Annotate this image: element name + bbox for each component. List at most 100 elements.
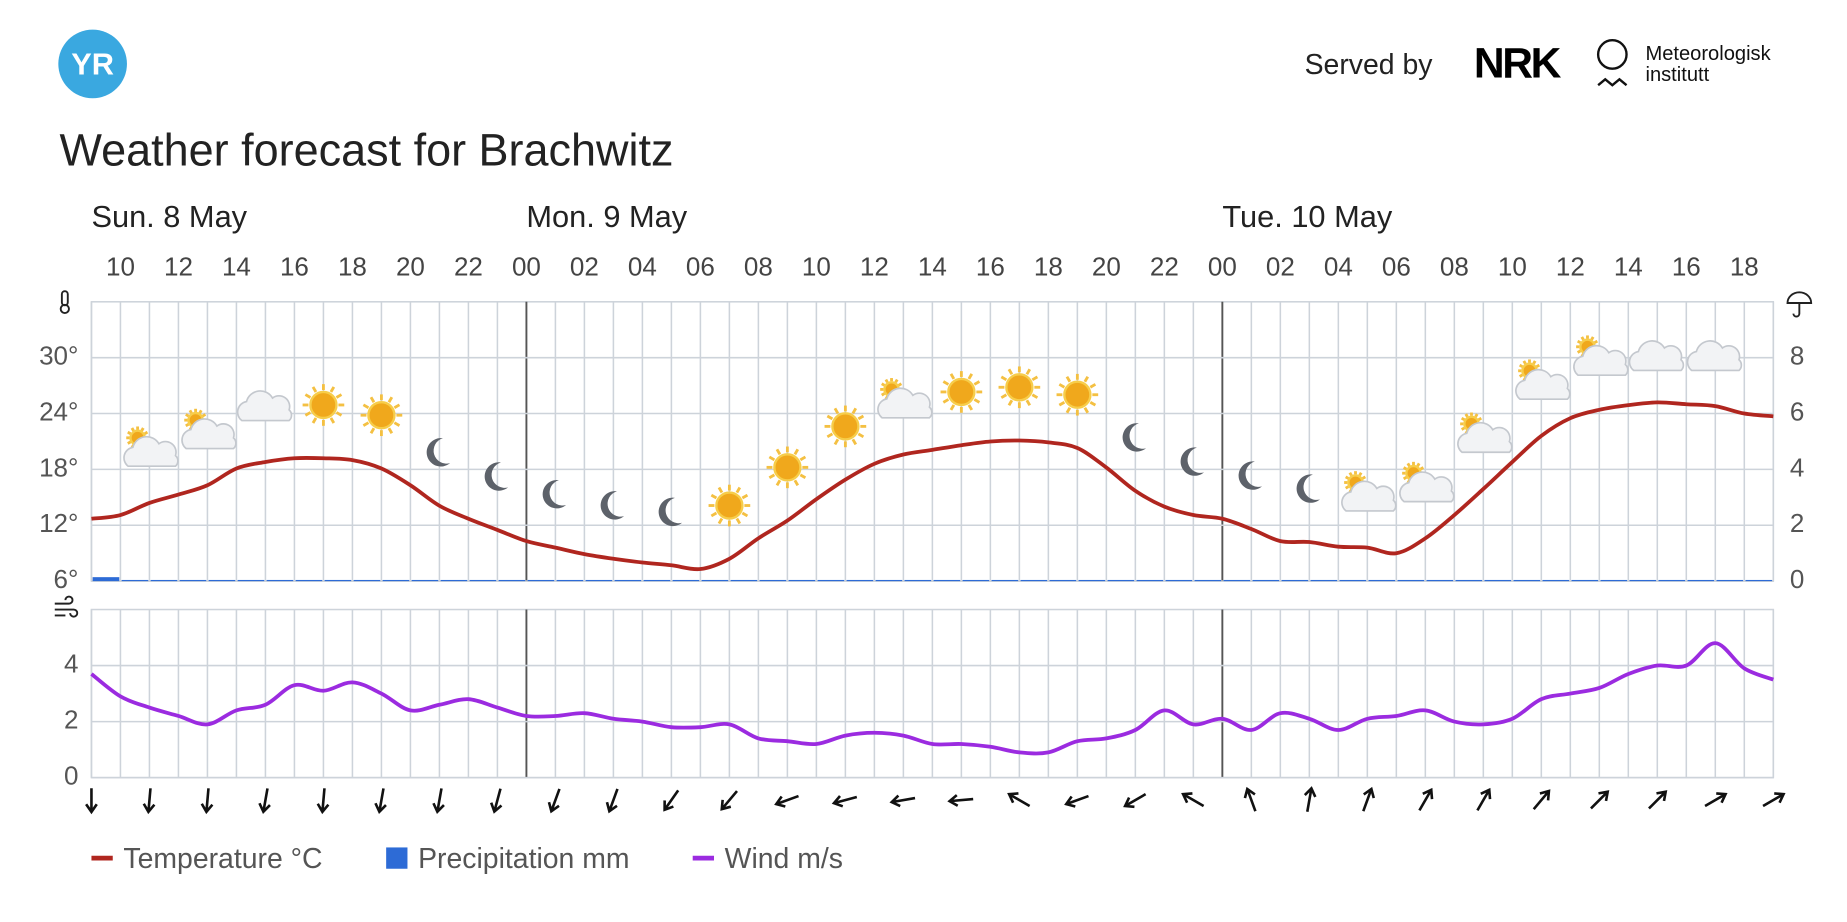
wind-arrow [1303, 786, 1317, 812]
weather-symbol [1056, 373, 1099, 416]
sun-ray [335, 393, 343, 399]
legend-label: Wind m/s [725, 843, 843, 875]
sun-ray [369, 427, 376, 434]
weather-symbol [1628, 340, 1685, 372]
sun-ray [1025, 399, 1032, 407]
sun-ray [140, 427, 145, 432]
sun-ray [897, 382, 903, 387]
sun-ray [304, 393, 312, 399]
sun-ray [127, 430, 132, 435]
precipitation-bar [92, 577, 120, 582]
x-tick-label: 20 [396, 252, 425, 282]
precipitation-bar [759, 579, 787, 582]
wind-arrow [142, 788, 156, 815]
weather-symbol [1238, 461, 1263, 490]
sun-ray [880, 392, 886, 397]
cloud [123, 435, 179, 468]
weather-symbol [123, 426, 179, 468]
sun-ray [833, 438, 840, 446]
sun-ray [393, 421, 401, 427]
sun-ray [880, 382, 886, 387]
precipitation-bar [295, 579, 323, 582]
met-name: institutt [1645, 64, 1709, 86]
cloud [181, 418, 237, 450]
precipitation-bar [1397, 579, 1425, 582]
weather-symbol [658, 497, 683, 527]
sun-ray [833, 407, 840, 415]
sun-ray [1402, 466, 1408, 471]
precipitation-bar [1078, 579, 1106, 582]
sun-ray [130, 427, 135, 432]
wind-arrow [1123, 793, 1147, 809]
sun-ray [387, 427, 394, 434]
x-tick-label: 18 [338, 252, 367, 282]
precipitation-bar [121, 579, 149, 582]
precipitation-bar [643, 579, 671, 582]
sun-ray [1590, 336, 1595, 341]
sun-disc [1063, 380, 1092, 409]
sun-ray [741, 493, 749, 500]
y-tick-label: 30° [39, 341, 78, 371]
precipitation-bar [150, 579, 178, 582]
wind-arrow [774, 794, 799, 808]
precipitation-bar [237, 579, 265, 582]
cloud [1341, 480, 1397, 512]
precipitation-bar [846, 579, 874, 582]
sun-ray [1065, 406, 1072, 414]
precipitation-bar [1687, 579, 1715, 582]
wind-arrow [1532, 789, 1551, 810]
sun-ray [741, 511, 749, 518]
thermometer-icon [59, 290, 70, 315]
yr-logo-text: YR [71, 46, 114, 81]
sun-ray [884, 378, 889, 384]
wind-arrow [720, 790, 738, 811]
sun-ray [768, 473, 776, 479]
wind-arrow [316, 788, 330, 815]
sun-ray [1477, 416, 1483, 422]
y2-tick-label: 6 [1790, 396, 1804, 426]
x-tick-label: 00 [1208, 252, 1237, 282]
temperature-line [91, 400, 1774, 572]
wind-arrow [258, 788, 271, 815]
sun-disc [367, 401, 396, 430]
sun-ray [1460, 416, 1466, 422]
precipitation-bar [1020, 579, 1048, 582]
weather-symbol [998, 366, 1041, 409]
sun-ray [799, 455, 807, 462]
sun-ray [1089, 383, 1097, 389]
sun-ray [329, 417, 336, 424]
sun-ray [1593, 339, 1599, 344]
cloud [1515, 368, 1571, 401]
weather-symbol [940, 371, 983, 413]
sun-disc [773, 453, 802, 482]
wind-arrow [605, 788, 619, 814]
x-tick-label: 16 [1672, 252, 1701, 282]
precipitation-bar [1542, 579, 1570, 582]
precipitation-bar [1049, 579, 1077, 582]
sun-ray [1580, 336, 1585, 341]
nrk-logo[interactable]: NRK [1474, 40, 1564, 88]
x-tick-label: 14 [1614, 252, 1643, 282]
wind-arrow [200, 788, 214, 815]
x-tick-label: 00 [512, 252, 541, 282]
yr-logo[interactable] [58, 29, 127, 99]
sun-ray [768, 455, 776, 462]
weather-symbol [1122, 423, 1147, 452]
x-tick-label: 02 [1266, 252, 1295, 282]
sun-ray [1532, 360, 1537, 365]
sun-ray [362, 421, 370, 427]
x-tick-label: 22 [1150, 252, 1179, 282]
precipitation-bar [324, 579, 352, 582]
precipitation-bar [1107, 579, 1135, 582]
weather-symbol [426, 438, 451, 467]
moon [600, 491, 625, 520]
sun-ray [717, 517, 724, 525]
x-tick-label: 10 [802, 252, 831, 282]
precipitation-bar [1455, 579, 1483, 582]
wind-tick-label: 0 [64, 760, 78, 790]
weather-symbol [1296, 474, 1320, 503]
cloud [1686, 340, 1743, 372]
sun-ray [185, 413, 190, 418]
sun-ray [1025, 368, 1032, 376]
